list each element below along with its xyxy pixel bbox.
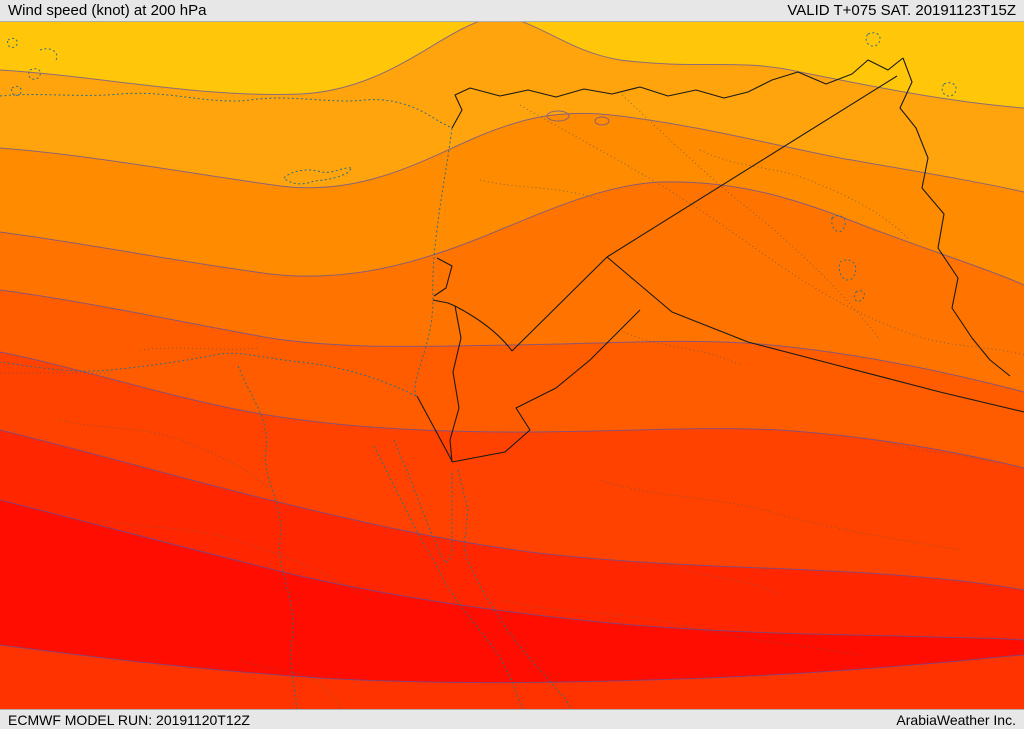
coast-turkey-south (0, 92, 453, 129)
border-syria-iraq (606, 75, 898, 258)
coast-sinai-west (393, 439, 442, 557)
border-iraq-iran (899, 57, 1011, 377)
region-boundaries (0, 94, 1024, 729)
border-egypt-israel (416, 395, 453, 462)
country-borders (416, 57, 1024, 463)
map-title: Wind speed (knot) at 200 hPa (8, 2, 207, 19)
valid-time-label: VALID T+075 SAT. 20191123T15Z (787, 2, 1016, 19)
coastlines (0, 32, 957, 729)
coast-egypt-north (0, 352, 417, 397)
header-bar: Wind speed (knot) at 200 hPa VALID T+075… (0, 0, 1024, 22)
border-israel-jordan (449, 305, 462, 463)
model-run-label: ECMWF MODEL RUN: 20191120T12Z (8, 711, 250, 728)
border-jordan-syria (454, 305, 513, 352)
river-nile (237, 365, 298, 729)
border-turkey-syria (451, 57, 904, 129)
border-lebanon-syria (433, 257, 453, 297)
border-iraq-saudi (606, 256, 1024, 413)
footer-bar: ECMWF MODEL RUN: 20191120T12Z ArabiaWeat… (0, 709, 1024, 729)
border-jordan-saudi (451, 309, 641, 463)
islands-aegean (7, 37, 58, 97)
border-israel-lebanon (432, 299, 456, 307)
branding-label: ArabiaWeather Inc. (896, 711, 1016, 728)
lakes-iraq (831, 215, 865, 302)
coast-red-sea-east (457, 469, 583, 729)
island-cyprus (283, 167, 354, 185)
wind-band (0, 645, 1024, 729)
border-jordan-iraq (511, 256, 608, 352)
coast-gulf-suez-west (373, 445, 529, 729)
wind-band (0, 500, 1024, 729)
contour-lines (0, 16, 1024, 684)
coast-levant (414, 127, 453, 397)
